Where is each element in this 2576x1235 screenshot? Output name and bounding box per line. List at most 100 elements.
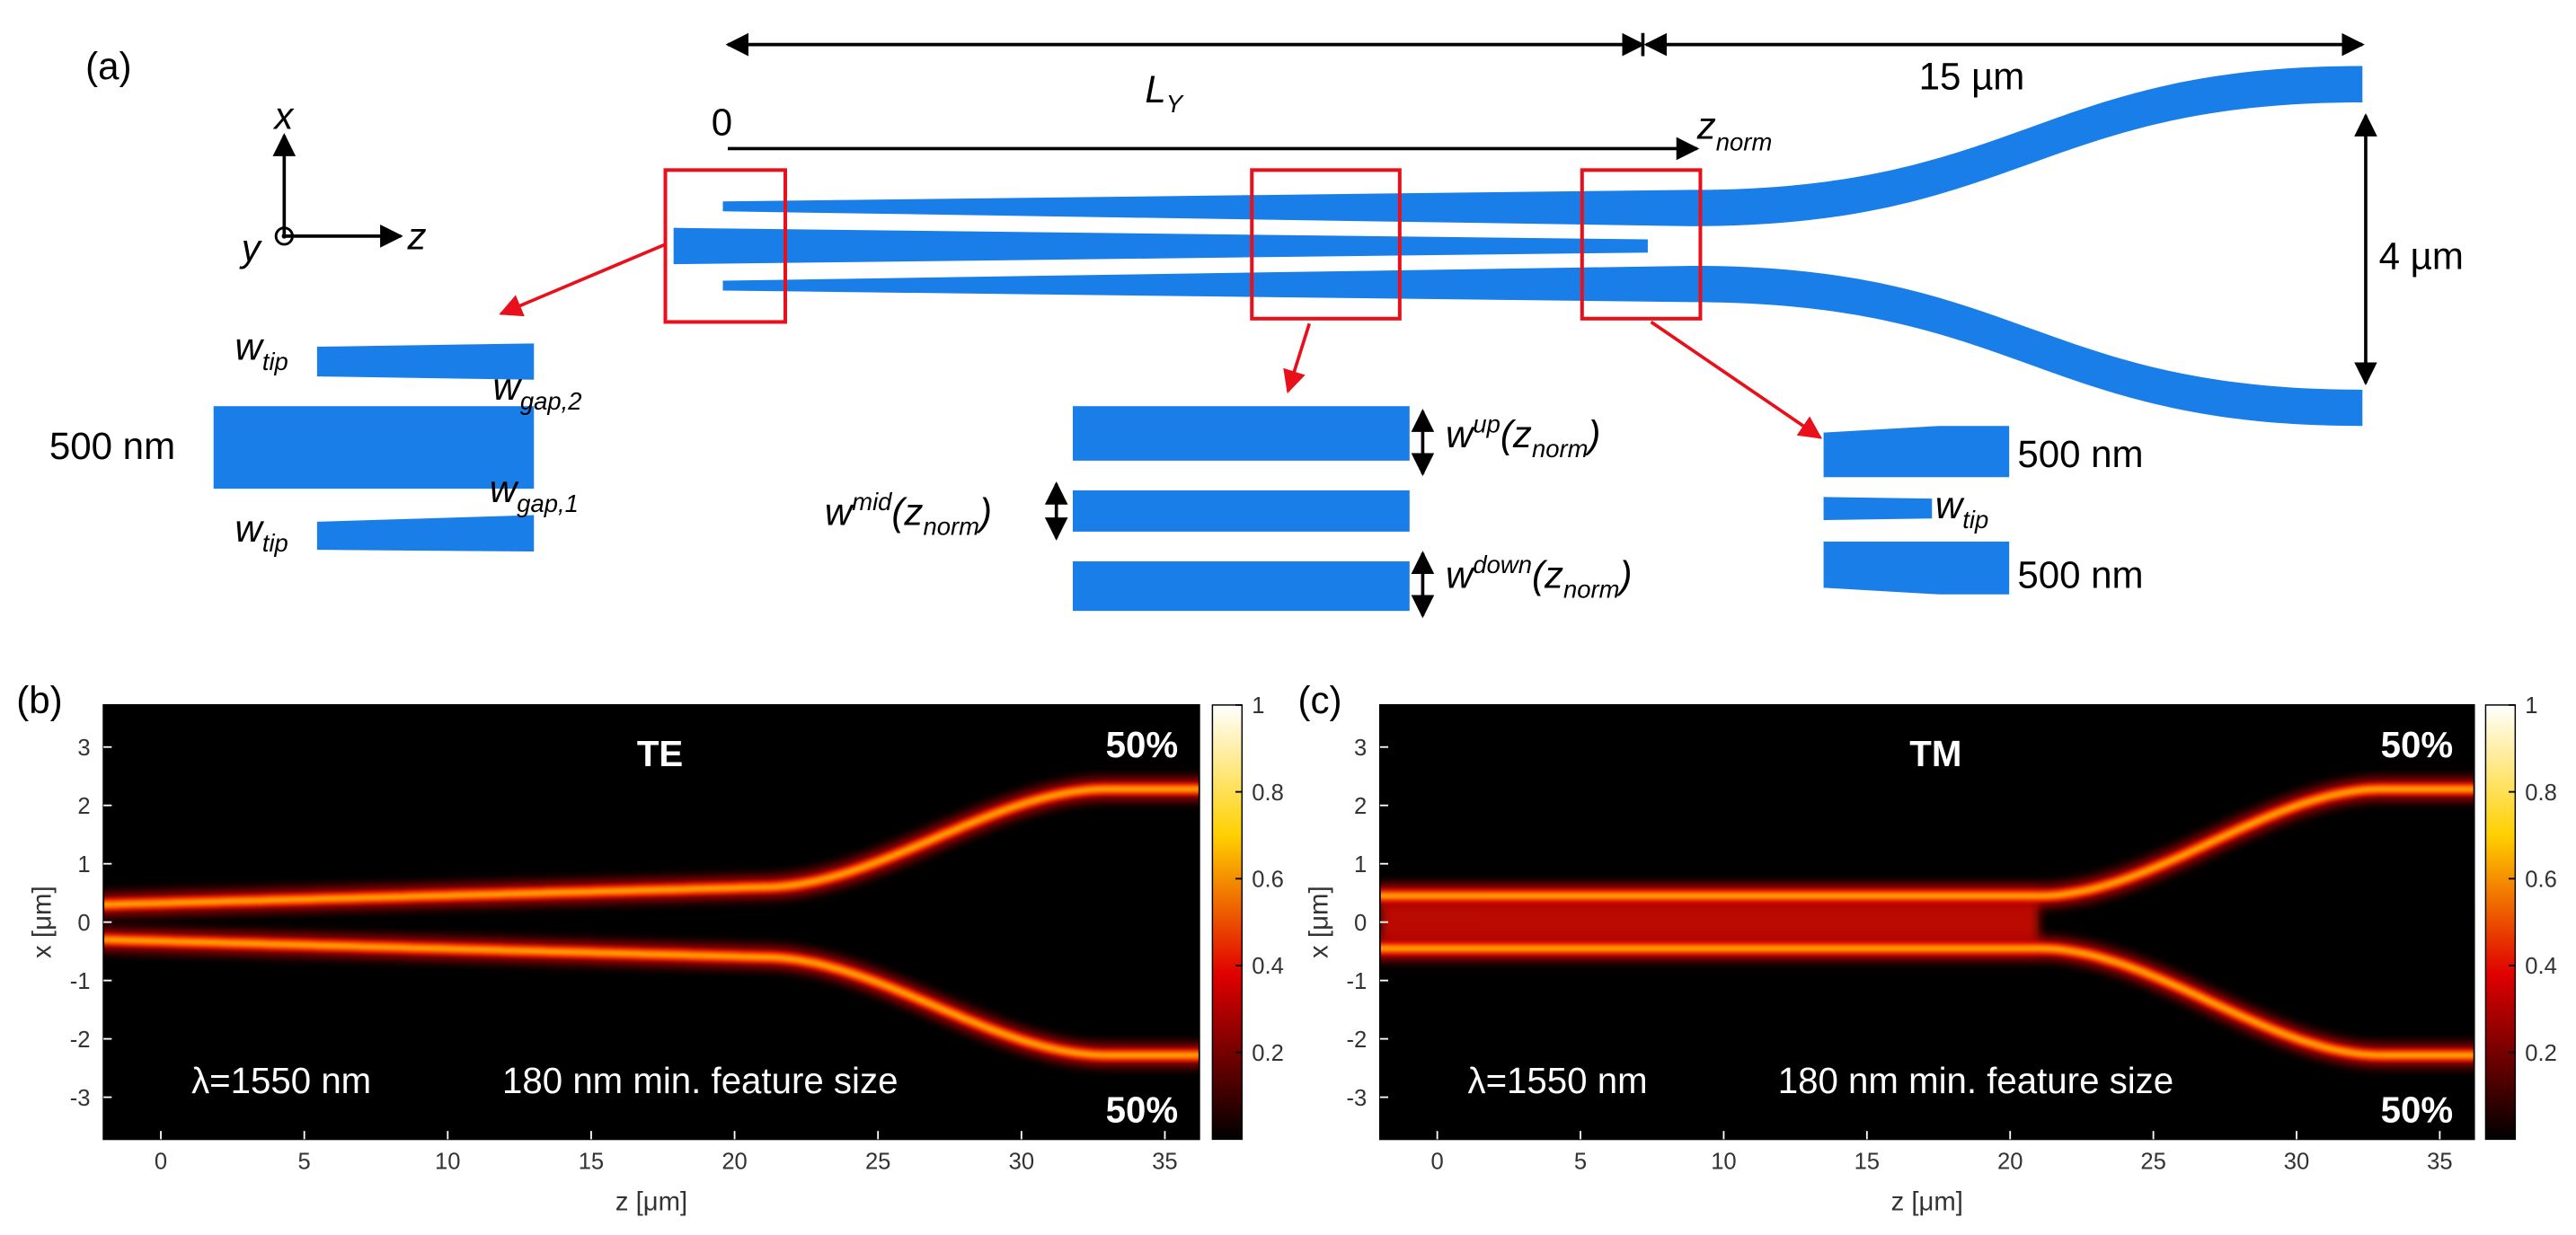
x-tick-label: 25 — [865, 1149, 890, 1174]
x-tick-label: 30 — [1009, 1149, 1034, 1174]
annotation: TE — [637, 733, 683, 774]
symbol: (z — [891, 490, 923, 533]
subscript: norm — [1532, 435, 1588, 463]
y-tick-label: 1 — [77, 852, 90, 878]
y-tick-label: -3 — [70, 1086, 91, 1111]
colorbar — [2484, 704, 2517, 1141]
symbol: w — [235, 326, 264, 368]
y-tick-label: 1 — [1354, 852, 1367, 878]
x-tick-label: 5 — [1574, 1149, 1587, 1174]
inset-waveguide — [1823, 497, 1933, 521]
annotation: 50% — [1106, 724, 1179, 765]
subscript: norm — [1563, 575, 1619, 603]
colorbar-tick-label: 0.6 — [1252, 867, 1284, 892]
dim-label: wmid(znorm) — [825, 488, 992, 541]
y-axis-label: x [μm] — [28, 886, 58, 958]
symbol: w — [493, 366, 523, 408]
symbol: w — [235, 507, 264, 550]
annotation: TM — [1909, 733, 1961, 774]
field-glow — [1379, 786, 2474, 899]
field-glow — [103, 937, 1199, 1058]
zoom-box — [1250, 168, 1402, 321]
symbol: w — [825, 490, 854, 533]
x-tick-label: 5 — [298, 1149, 311, 1174]
x-tick-label: 30 — [2284, 1149, 2309, 1174]
colorbar-tick-label: 0.6 — [2525, 867, 2557, 892]
inset-waveguide — [316, 515, 535, 551]
superscript: mid — [852, 488, 893, 516]
y-axis-label: x [μm] — [1304, 886, 1333, 958]
x-tick-label: 10 — [435, 1149, 460, 1174]
dim-label: wgap,2 — [493, 366, 582, 415]
y-tick-label: 2 — [77, 794, 90, 819]
axis-origin — [281, 234, 288, 239]
annotation: 50% — [2381, 1089, 2454, 1130]
symbol: (z — [1532, 553, 1563, 595]
length-label: 15 µm — [1919, 55, 2025, 97]
heatmap-panel: (b) 0 5 10 15 20 25 30 35 -3 -2 -1 0 1 2 3 z [μm] x [μm] T… — [16, 679, 1284, 1216]
dim-label: 500 nm — [2017, 553, 2143, 595]
symbol: w — [1935, 484, 1965, 526]
x-tick-label: 35 — [1152, 1149, 1177, 1174]
inset-waveguide — [1823, 541, 2010, 595]
zoom-arrow — [499, 243, 667, 317]
field — [1379, 777, 2474, 1067]
annotation: 50% — [1106, 1089, 1179, 1130]
x-tick-label: 0 — [1431, 1149, 1444, 1174]
y-tick-label: -2 — [70, 1028, 91, 1053]
dim-label: wdown(znorm) — [1446, 551, 1632, 604]
field — [103, 777, 1199, 1067]
x-axis-label: z [μm] — [615, 1186, 687, 1216]
colorbar-tick-label: 1 — [1252, 693, 1264, 719]
heatmap-panel: (c) 0 5 10 15 20 25 30 35 -3 -2 -1 0 1 2 3 z [μm] x [μm] T… — [1297, 679, 2556, 1216]
origin-label: 0 — [712, 101, 732, 144]
y-tick-label: 0 — [77, 911, 90, 936]
axis-label: x — [272, 94, 295, 137]
symbol: z — [1696, 104, 1716, 146]
y-tick-label: -1 — [70, 969, 91, 994]
colorbar-tick-label: 0.8 — [2525, 781, 2557, 806]
x-tick-label: 20 — [1997, 1149, 2023, 1174]
dim-label: wtip — [1935, 484, 1988, 534]
length-label: LY — [1145, 68, 1183, 118]
waveguide — [673, 227, 1648, 265]
panel-label: (b) — [16, 679, 62, 721]
dim-label: wgap,1 — [490, 468, 579, 517]
field-glow — [103, 786, 1199, 907]
annotation: 180 nm min. feature size — [1778, 1060, 2173, 1101]
y-tick-label: 3 — [77, 736, 90, 761]
y-tick-label: -2 — [1346, 1028, 1367, 1053]
colorbar-tick-label: 0.4 — [2525, 954, 2557, 979]
y-tick-label: 2 — [1354, 794, 1367, 819]
annotation: 50% — [2381, 724, 2454, 765]
x-tick-label: 10 — [1711, 1149, 1736, 1174]
subscript: tip — [262, 529, 288, 557]
znorm-label: znorm — [1696, 104, 1773, 155]
inset-waveguide — [1823, 426, 2010, 478]
symbol: w — [490, 468, 519, 510]
colorbar-tick-label: 0.2 — [1252, 1041, 1284, 1066]
symbol: ) — [975, 490, 992, 533]
zoom-arrow — [1650, 320, 1823, 439]
dim-label: wtip — [235, 326, 288, 375]
subscript: norm — [1716, 128, 1772, 155]
symbol: L — [1145, 68, 1165, 110]
field-glow — [1379, 946, 2474, 1058]
panel-a: (a) x y z LY 15 µm 0 znorm 4 µm wt — [49, 32, 2464, 619]
axis-label: z — [406, 215, 426, 257]
dim-label: 500 nm — [49, 425, 175, 467]
zoom-box — [1580, 168, 1703, 321]
subscript: Y — [1166, 90, 1184, 118]
x-tick-label: 20 — [721, 1149, 747, 1174]
superscript: up — [1473, 410, 1500, 438]
x-tick-label: 25 — [2140, 1149, 2165, 1174]
axis-origin — [274, 226, 294, 246]
symbol: ) — [1616, 553, 1633, 595]
symbol: ) — [1583, 413, 1600, 455]
colorbar-tick-label: 0.2 — [2525, 1041, 2557, 1066]
inset-waveguide — [213, 406, 535, 490]
height-label: 4 µm — [2379, 235, 2464, 278]
x-tick-label: 15 — [579, 1149, 604, 1174]
subscript: tip — [262, 348, 288, 375]
